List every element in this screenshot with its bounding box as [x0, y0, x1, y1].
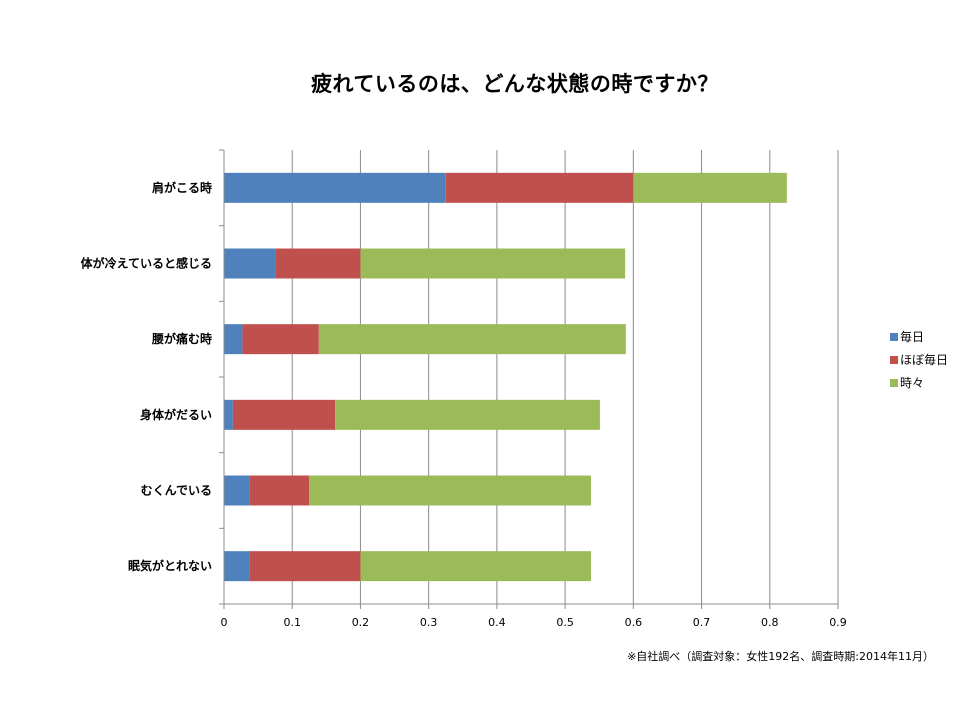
bar-segment — [224, 324, 243, 355]
bar-segment — [224, 399, 233, 430]
bars — [224, 172, 787, 582]
bar-segment — [249, 551, 361, 582]
chart-title: 疲れているのは、どんな状態の時ですか？ — [311, 72, 719, 96]
footnote: ※自社調べ（調査対象：女性192名、調査時期:2014年11月） — [627, 650, 934, 663]
x-tick-label: 0.5 — [556, 616, 574, 629]
x-tick-label: 0.9 — [829, 616, 847, 629]
bar-segment — [224, 475, 250, 506]
bar-segment — [232, 399, 336, 430]
x-tick-labels: 0 0.1 0.2 0.3 0.4 0.5 0.6 0.7 0.8 0.9 — [221, 616, 847, 629]
bar-segment — [633, 172, 787, 203]
bar-segment — [224, 551, 250, 582]
legend-item: 時々 — [890, 371, 948, 394]
category-label: 眠気がとれない — [128, 558, 212, 573]
x-tick-label: 0 — [221, 616, 228, 629]
bar-segment — [335, 399, 600, 430]
legend-item: ほぼ毎日 — [890, 348, 948, 371]
bar-segment — [242, 324, 319, 355]
legend-swatch — [890, 332, 898, 341]
category-label: 肩がこる時 — [152, 180, 212, 195]
bar-segment — [360, 248, 626, 279]
category-label: 体が冷えていると感じる — [81, 256, 212, 271]
bar-segment — [309, 475, 592, 506]
x-tick-label: 0.6 — [625, 616, 643, 629]
x-tick-label: 0.8 — [761, 616, 779, 629]
category-label: 腰が痛む時 — [151, 331, 212, 346]
legend-label: 時々 — [900, 376, 925, 390]
bar-segment — [249, 475, 310, 506]
legend: 毎日 ほぼ毎日 時々 — [890, 325, 948, 394]
x-tick-label: 0.3 — [420, 616, 438, 629]
axes — [219, 149, 839, 609]
legend-swatch — [890, 355, 898, 364]
legend-swatch — [890, 378, 898, 387]
category-label: 身体がだるい — [140, 407, 212, 422]
x-tick-label: 0.1 — [283, 616, 301, 629]
bar-segment — [224, 172, 446, 203]
bar-segment — [445, 172, 634, 203]
bar-segment — [360, 551, 592, 582]
x-tick-label: 0.4 — [488, 616, 506, 629]
category-label: むくんでいる — [141, 484, 212, 498]
bar-segment — [224, 248, 276, 279]
legend-item: 毎日 — [890, 325, 948, 348]
x-tick-label: 0.2 — [352, 616, 370, 629]
bar-segment — [275, 248, 361, 279]
gridlines — [291, 150, 839, 604]
legend-label: ほぼ毎日 — [900, 353, 949, 367]
bar-segment — [318, 324, 626, 355]
legend-label: 毎日 — [900, 330, 925, 344]
x-tick-label: 0.7 — [693, 616, 711, 629]
